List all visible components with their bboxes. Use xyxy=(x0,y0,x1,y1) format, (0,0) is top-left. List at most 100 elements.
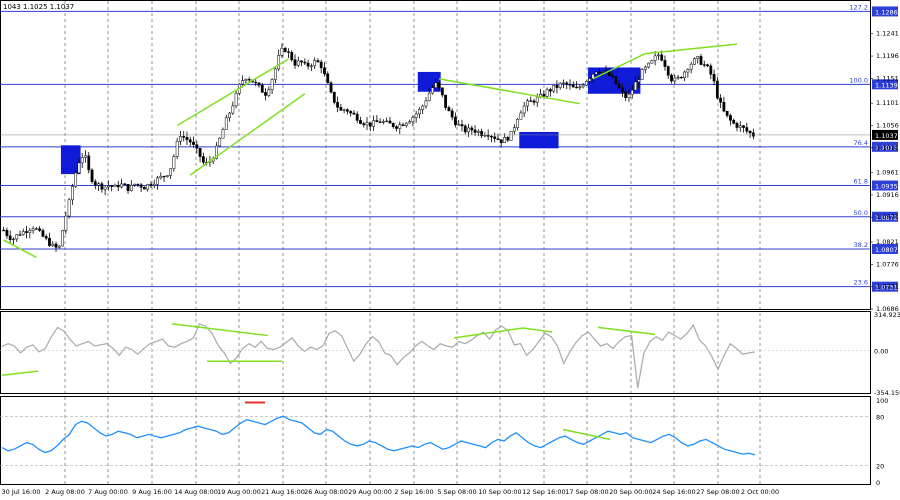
candle-body xyxy=(182,136,186,138)
candle-body xyxy=(156,177,159,185)
candle-body xyxy=(742,125,745,128)
price-panel-frame xyxy=(0,0,871,310)
cci-trendline xyxy=(597,326,656,336)
candle-body xyxy=(77,162,81,174)
candle-body xyxy=(44,236,48,239)
candle-body xyxy=(584,81,588,86)
candle-body xyxy=(28,230,32,233)
candle-body xyxy=(473,129,477,133)
candle-body xyxy=(123,183,127,185)
fib-level-label: 38.2 xyxy=(854,241,868,249)
highlight-zones xyxy=(60,67,641,175)
candle-body xyxy=(732,120,736,124)
fib-level-label: 50.0 xyxy=(854,209,868,217)
fib-price-tag xyxy=(872,180,898,191)
candle-body xyxy=(712,74,716,82)
rsi-trendline xyxy=(562,428,611,441)
candle-body xyxy=(434,82,438,88)
candle-body xyxy=(48,237,51,246)
fib-level-label: 76.4 xyxy=(854,139,868,147)
candle-body xyxy=(247,78,251,81)
candle-body xyxy=(499,139,503,144)
candle-body xyxy=(359,120,362,124)
candle-body xyxy=(326,73,330,84)
candle-body xyxy=(290,52,294,61)
candle-body xyxy=(666,66,670,76)
candle-body xyxy=(90,169,94,182)
candle-body xyxy=(467,127,470,133)
candle-body xyxy=(159,175,163,179)
candle-body xyxy=(172,156,176,169)
candle-body xyxy=(120,183,123,188)
candle-body xyxy=(152,183,156,186)
candle-body xyxy=(61,230,64,247)
candle-body xyxy=(545,89,549,97)
candle-body xyxy=(650,60,654,64)
candle-body xyxy=(398,124,402,129)
candle-body xyxy=(568,84,572,86)
vertical-gridlines xyxy=(64,1,761,484)
x-tick-label: 21 Aug 16:00 xyxy=(261,488,305,496)
rsi-line xyxy=(1,415,756,456)
candle-body xyxy=(126,184,130,191)
candle-body xyxy=(689,63,693,70)
candle-body xyxy=(624,91,628,98)
x-tick-label: 7 Aug 00:00 xyxy=(88,488,128,496)
fib-price-tag-text: 1.1286 xyxy=(875,8,898,16)
candle-body xyxy=(188,139,192,143)
candle-body xyxy=(21,231,25,235)
candle-body xyxy=(555,85,559,88)
cci-trendline xyxy=(1,370,39,376)
candle-body xyxy=(463,125,467,133)
candle-body xyxy=(490,136,493,138)
cci-panel-frame xyxy=(0,311,871,394)
x-tick-label: 20 Sep 00:00 xyxy=(609,488,652,496)
candle-body xyxy=(336,102,339,108)
y-tick-label: 1.1241 xyxy=(876,30,899,38)
candle-body xyxy=(581,84,585,88)
candle-body xyxy=(431,87,434,94)
candle-body xyxy=(480,131,484,137)
candle-body xyxy=(594,71,598,75)
candle-body xyxy=(421,105,425,110)
candle-body xyxy=(362,123,366,126)
fib-level-label: 23.6 xyxy=(854,279,868,287)
candle-body xyxy=(617,83,621,89)
candle-body xyxy=(18,234,22,236)
candle-body xyxy=(630,89,634,95)
candle-body xyxy=(234,93,238,107)
candle-body xyxy=(319,61,323,69)
candle-body xyxy=(332,91,336,103)
candle-body xyxy=(316,60,320,63)
candle-body xyxy=(346,109,349,112)
candle-body xyxy=(575,86,578,89)
candle-body xyxy=(146,184,150,190)
y-tick-label: 1.1056 xyxy=(876,121,899,129)
candle-body xyxy=(637,79,641,83)
candle-body xyxy=(329,82,333,93)
cci-line xyxy=(1,323,756,389)
candle-body xyxy=(179,136,182,142)
candle-body xyxy=(427,92,431,102)
candle-body xyxy=(588,78,592,82)
candle-body xyxy=(486,134,490,137)
candle-body xyxy=(93,181,97,186)
candle-body xyxy=(313,60,317,67)
x-tick-label: 17 Sep 08:00 xyxy=(565,488,608,496)
candle-body xyxy=(57,245,61,248)
candle-body xyxy=(355,113,359,121)
fib-price-tag xyxy=(872,211,898,222)
candle-body xyxy=(670,74,673,82)
candle-body xyxy=(562,82,565,84)
candle-body xyxy=(136,183,140,186)
candle-body xyxy=(483,134,487,137)
candle-body xyxy=(139,184,143,188)
candle-body xyxy=(660,54,664,61)
x-tick-label: 19 Aug 00:00 xyxy=(217,488,261,496)
rsi-tick-label: 100 xyxy=(876,397,888,405)
candle-body xyxy=(470,127,474,131)
candle-body xyxy=(113,184,117,187)
candle-body xyxy=(548,89,552,92)
candle-body xyxy=(679,76,683,79)
